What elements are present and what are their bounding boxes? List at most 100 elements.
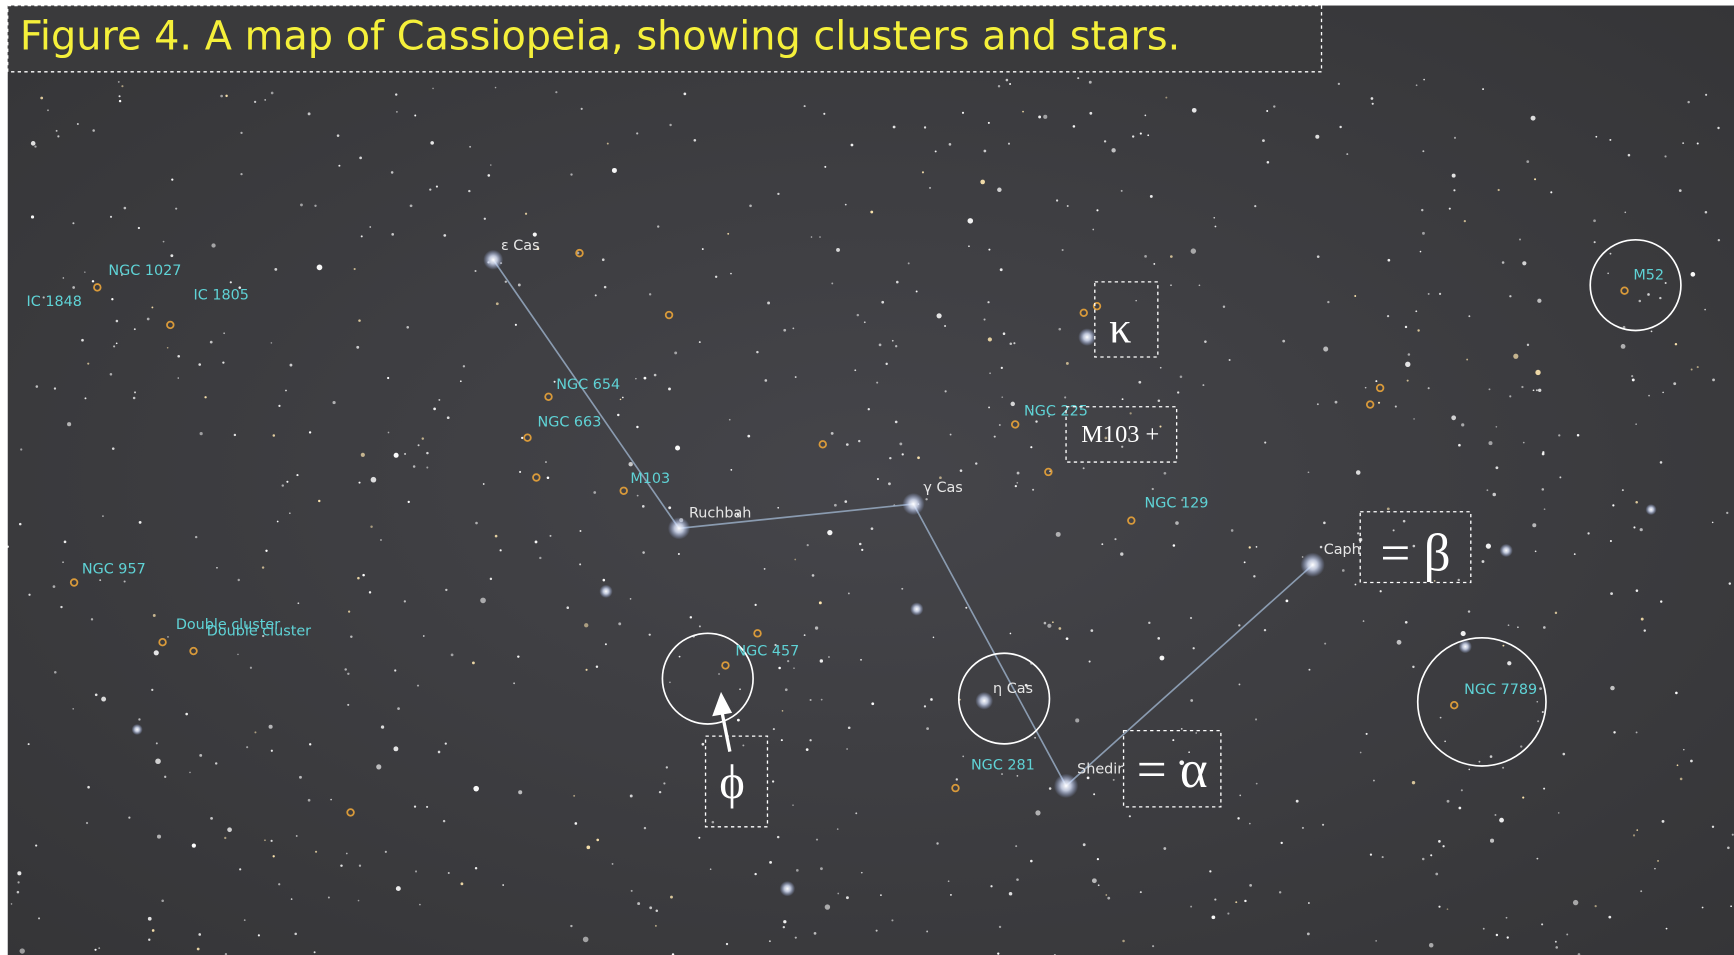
- star: [17, 871, 22, 876]
- star: [16, 890, 20, 894]
- star: [115, 342, 118, 345]
- star: [459, 380, 462, 383]
- star: [926, 727, 929, 731]
- star: [1082, 467, 1085, 470]
- star: [1072, 125, 1076, 128]
- star: [783, 920, 787, 924]
- star: [20, 448, 23, 451]
- annotation-box: [1094, 281, 1159, 358]
- star: [1244, 899, 1247, 903]
- star: [249, 666, 253, 669]
- star: [157, 834, 162, 839]
- star: [502, 884, 505, 886]
- star: [224, 836, 227, 840]
- star: [635, 377, 637, 380]
- star: [359, 156, 362, 160]
- star: [1379, 590, 1382, 593]
- star: [240, 131, 243, 134]
- star: [844, 203, 847, 206]
- star: [1495, 425, 1498, 428]
- star: [1678, 189, 1682, 193]
- star: [314, 204, 317, 207]
- star: [814, 626, 819, 630]
- star: [747, 434, 751, 438]
- star: [84, 397, 87, 400]
- star: [1346, 153, 1349, 156]
- star: [393, 452, 399, 458]
- star: [426, 805, 429, 808]
- star: [1536, 857, 1539, 860]
- star: [1227, 912, 1230, 915]
- star: [1121, 445, 1124, 448]
- star: [1263, 628, 1267, 632]
- star: [1111, 148, 1116, 153]
- star: [1086, 776, 1090, 780]
- star: [62, 277, 65, 279]
- star: [1608, 915, 1612, 919]
- star: [147, 916, 152, 921]
- star: [152, 614, 156, 617]
- star: [1188, 751, 1190, 754]
- star: [539, 556, 542, 560]
- star: [358, 481, 361, 484]
- star: [307, 798, 311, 802]
- star: [1035, 420, 1038, 423]
- star: [1163, 471, 1167, 475]
- star: [1554, 611, 1558, 615]
- star: [111, 298, 114, 301]
- star: [936, 842, 939, 845]
- annotation: M103 +: [1081, 421, 1159, 448]
- star: [404, 452, 407, 455]
- star: [265, 549, 268, 552]
- star: [340, 864, 343, 867]
- star: [1412, 665, 1415, 669]
- star: [1537, 298, 1542, 303]
- star: [824, 904, 831, 910]
- star: [413, 805, 417, 808]
- star: [1535, 389, 1538, 392]
- star: [1665, 927, 1668, 930]
- star: [837, 892, 840, 895]
- star: [314, 850, 318, 853]
- star: [18, 522, 22, 526]
- star: [1035, 810, 1041, 816]
- star: [861, 548, 864, 552]
- star: [422, 635, 425, 637]
- star: [1485, 543, 1491, 549]
- star: [117, 80, 120, 83]
- star: [959, 469, 963, 472]
- star: [1010, 401, 1015, 407]
- star: [1093, 793, 1096, 796]
- star: [771, 780, 775, 783]
- star: [649, 906, 653, 910]
- star: [1636, 829, 1639, 831]
- star: [1555, 946, 1559, 949]
- star: [1536, 700, 1539, 703]
- star: [663, 782, 666, 785]
- star: [313, 951, 316, 954]
- star: [123, 206, 127, 210]
- star: [895, 345, 898, 348]
- star: [1711, 825, 1715, 828]
- star: [214, 762, 218, 765]
- star: [794, 936, 797, 939]
- star: [863, 321, 866, 324]
- star: [827, 530, 833, 536]
- star: [668, 387, 671, 391]
- star: [316, 264, 323, 271]
- star: [1439, 716, 1442, 719]
- star: [1406, 379, 1409, 382]
- star: [495, 302, 499, 306]
- star: [177, 354, 181, 358]
- star: [189, 771, 191, 774]
- star: [630, 889, 633, 892]
- star: [579, 563, 582, 566]
- star: [1030, 446, 1033, 449]
- star: [619, 398, 622, 401]
- star: [1191, 107, 1197, 113]
- star: [1014, 484, 1017, 488]
- star: [668, 506, 672, 510]
- star: [847, 726, 851, 730]
- star: [472, 661, 475, 665]
- title: Figure 4. A map of Cassiopeia, showing c…: [20, 14, 1180, 60]
